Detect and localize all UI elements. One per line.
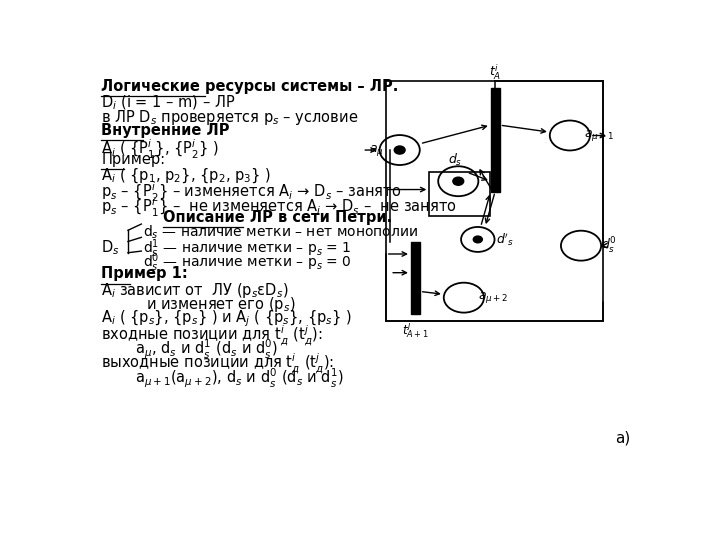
Text: Пример:: Пример:: [101, 152, 166, 167]
Text: $t^j_{A+1}$: $t^j_{A+1}$: [402, 319, 428, 340]
Text: d$_s^0$ — наличие метки – p$_s$ = 0: d$_s^0$ — наличие метки – p$_s$ = 0: [143, 251, 352, 274]
Text: Логические ресурсы системы – ЛР.: Логические ресурсы системы – ЛР.: [101, 79, 399, 94]
Bar: [386, 82, 603, 321]
Text: $a_\mu$: $a_\mu$: [369, 143, 384, 158]
Text: $t^i_A$: $t^i_A$: [489, 63, 501, 82]
Text: a$_{\mu+1}$(a$_{\mu+2}$), d$_s$ и d$_s^0$ (d$_s$ и d$_s^1$): a$_{\mu+1}$(a$_{\mu+2}$), d$_s$ и d$_s^0…: [135, 366, 343, 389]
Text: Внутренние ЛР: Внутренние ЛР: [101, 123, 230, 138]
Text: Описание ЛР в сети Петри.: Описание ЛР в сети Петри.: [163, 210, 392, 225]
Text: $d_s^0$: $d_s^0$: [601, 235, 617, 256]
Text: A$_i$ зависит от  ЛУ (p$_s$εD$_s$): A$_i$ зависит от ЛУ (p$_s$εD$_s$): [101, 281, 289, 300]
Text: d$_s$ — наличие метки – нет монополии: d$_s$ — наличие метки – нет монополии: [143, 224, 418, 241]
Text: A$_i$ ( {p$_s$}, {p$_s$} ) и A$_j$ ( {p$_s$}, {p$_s$} ): A$_i$ ( {p$_s$}, {p$_s$} ) и A$_j$ ( {p$…: [101, 309, 352, 329]
Text: входные позиции для t$_д^i$ (t$_д^j$):: входные позиции для t$_д^i$ (t$_д^j$):: [101, 323, 323, 348]
Bar: [411, 241, 420, 314]
Text: Пример 1:: Пример 1:: [101, 266, 188, 281]
Text: $a_{\mu+1}$: $a_{\mu+1}$: [583, 128, 614, 143]
Text: a$_\mu$, d$_s$ и d$_s^1$ (d$_s$ и d$_s^0$): a$_\mu$, d$_s$ и d$_s^1$ (d$_s$ и d$_s^0…: [135, 338, 278, 361]
Text: p$_s$ – {P$_2^i$} – изменяется A$_i$ → D$_s$ – занято: p$_s$ – {P$_2^i$} – изменяется A$_i$ → D…: [101, 181, 401, 205]
Circle shape: [395, 146, 405, 154]
Text: в ЛР D$_s$ проверяется p$_s$ – условие: в ЛР D$_s$ проверяется p$_s$ – условие: [101, 109, 359, 127]
Text: p$_s$ – {P$_1^i$} –  не изменяется A$_i$ → D$_s$ –  не занято: p$_s$ – {P$_1^i$} – не изменяется A$_i$ …: [101, 196, 457, 219]
Text: Пример 1:: Пример 1:: [101, 266, 188, 281]
Text: Логические ресурсы системы – ЛР.: Логические ресурсы системы – ЛР.: [101, 79, 399, 94]
Text: Пример:: Пример:: [101, 152, 166, 167]
Text: Описание ЛР в сети Петри.: Описание ЛР в сети Петри.: [163, 210, 392, 225]
Text: d$_s^1$ — наличие метки – p$_s$ = 1: d$_s^1$ — наличие метки – p$_s$ = 1: [143, 238, 351, 260]
Text: a): a): [616, 430, 631, 445]
Bar: [429, 172, 490, 216]
Text: выходные позиции для t$_д^i$ (t$_д^j$):: выходные позиции для t$_д^i$ (t$_д^j$):: [101, 352, 334, 376]
Circle shape: [473, 236, 482, 243]
Text: Внутренние ЛР: Внутренние ЛР: [101, 123, 230, 138]
Text: D$_i$ (i = 1 – m) – ЛР: D$_i$ (i = 1 – m) – ЛР: [101, 94, 235, 112]
Text: D$_s$: D$_s$: [101, 239, 120, 257]
Text: A$_i$ ( {P$_1^i$}, {P$_2^i$} ): A$_i$ ( {P$_1^i$}, {P$_2^i$} ): [101, 138, 219, 161]
Text: и изменяет его (p$_s$): и изменяет его (p$_s$): [145, 295, 295, 314]
Text: A$_i$ ( {p$_1$, p$_2$}, {p$_2$, p$_3$} ): A$_i$ ( {p$_1$, p$_2$}, {p$_2$, p$_3$} ): [101, 167, 271, 185]
Circle shape: [453, 177, 464, 185]
Text: $a_{\mu+2}$: $a_{\mu+2}$: [477, 290, 508, 305]
Text: $d_s$: $d_s$: [449, 152, 463, 167]
Text: $d'_s$: $d'_s$: [495, 231, 513, 248]
Bar: [490, 87, 500, 192]
